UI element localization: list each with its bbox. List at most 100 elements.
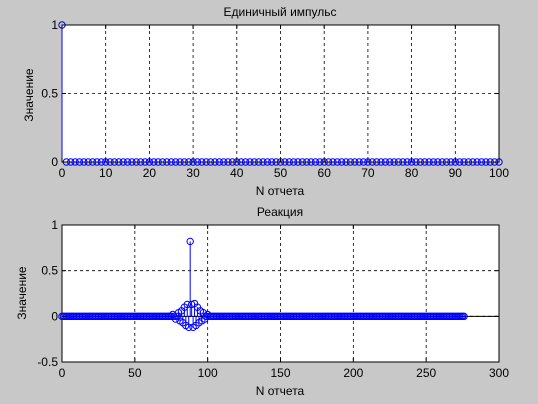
stem-marker — [421, 158, 429, 166]
stem-marker — [455, 158, 464, 166]
stem-marker — [211, 158, 219, 166]
stem-marker — [193, 158, 202, 166]
x-tick-label: 100 — [198, 366, 218, 380]
stem-marker — [307, 158, 315, 166]
stem-marker — [333, 158, 342, 166]
stem-marker — [425, 158, 433, 166]
x-tick-label: 80 — [405, 166, 419, 180]
stem-marker — [250, 158, 258, 166]
stem-marker — [316, 158, 324, 166]
stem-marker — [390, 158, 398, 166]
chart-title: Реакция — [257, 205, 303, 219]
x-tick-label: 0 — [59, 366, 66, 380]
stem-marker — [93, 158, 101, 166]
stem-marker — [381, 158, 390, 166]
stem-marker — [141, 158, 149, 166]
stem-marker — [272, 158, 280, 166]
axis-ticks: 0 10 20 30 40 50 60 70 80 90 100 0 0.5 1 — [41, 18, 509, 180]
x-tick-label: 10 — [99, 166, 113, 180]
stem-marker — [71, 158, 79, 166]
stem-series — [58, 237, 499, 331]
stem-marker — [268, 158, 276, 166]
stem-marker — [150, 158, 158, 166]
stem-marker — [351, 158, 359, 166]
stem-marker — [337, 158, 346, 166]
stem-marker — [123, 158, 132, 166]
stem-marker — [477, 158, 486, 166]
stem-marker — [198, 158, 206, 166]
stem-marker — [219, 158, 228, 166]
stem-marker — [215, 158, 224, 166]
stem-marker — [412, 158, 420, 166]
x-tick-label: 70 — [361, 166, 375, 180]
chart-title: Единичный импульс — [223, 5, 336, 19]
stem-marker — [429, 158, 438, 166]
stem-marker — [202, 312, 210, 321]
stem-marker — [97, 158, 106, 166]
stem-marker — [372, 158, 381, 166]
y-tick-label: 1 — [51, 18, 58, 32]
axes-response: 0 50 100 150 200 250 300-0.500.51 Реакция N от… — [15, 205, 509, 398]
stem-marker — [464, 158, 473, 166]
stem-marker — [115, 158, 123, 166]
stem-marker — [447, 158, 455, 166]
stem-marker — [106, 158, 114, 166]
x-tick-label: 40 — [230, 166, 244, 180]
stem-marker — [486, 158, 494, 166]
stem-marker — [460, 312, 468, 321]
x-tick-label: 150 — [270, 366, 290, 380]
stem-marker — [119, 158, 127, 166]
stem-marker — [377, 158, 385, 166]
stem-marker — [88, 158, 97, 166]
stem-marker — [324, 158, 333, 166]
axis-ticks: 0 50 100 150 200 250 300-0.500.51 — [37, 218, 509, 380]
grid-lines — [62, 25, 499, 162]
y-axis-label: Значение — [15, 266, 29, 320]
stem-marker — [289, 158, 298, 166]
axes-impulse: 0 10 20 30 40 50 60 70 80 90 100 0 0.5 1 Единичный им… — [22, 5, 509, 198]
stem-marker — [206, 158, 215, 166]
stem-marker — [438, 158, 446, 166]
stem-marker — [180, 158, 189, 166]
y-tick-label: 0.5 — [41, 264, 58, 278]
x-tick-label: 50 — [128, 366, 142, 380]
stem-marker — [342, 158, 350, 166]
stem-marker — [399, 158, 407, 166]
y-tick-label: 0 — [51, 309, 58, 323]
stem-marker — [473, 158, 481, 166]
x-tick-label: 200 — [343, 366, 363, 380]
stem-marker — [442, 158, 451, 166]
stem-marker — [228, 158, 237, 166]
stem-marker — [294, 158, 302, 166]
stem-marker — [281, 158, 289, 166]
stem-marker — [346, 158, 355, 166]
x-axis-label: N отчета — [256, 384, 305, 398]
stem-marker — [202, 158, 210, 166]
stem-marker — [394, 158, 403, 166]
stem-marker — [136, 158, 145, 166]
stem-marker — [355, 158, 363, 166]
stem-marker — [132, 158, 140, 166]
y-axis-label: Значение — [22, 68, 36, 122]
stem-marker — [80, 158, 88, 166]
x-tick-label: 60 — [318, 166, 332, 180]
y-tick-label: 1 — [51, 218, 58, 232]
stem-marker — [176, 158, 184, 166]
y-tick-label: 0.5 — [41, 87, 58, 101]
y-tick-label: -0.5 — [37, 355, 58, 369]
x-tick-label: 50 — [274, 166, 288, 180]
stem-marker — [154, 158, 162, 166]
stem-marker — [460, 158, 468, 166]
stem-marker — [263, 158, 272, 166]
stem-marker — [185, 158, 193, 166]
stem-marker — [167, 158, 175, 166]
x-tick-label: 30 — [186, 166, 200, 180]
x-tick-label: 20 — [143, 166, 157, 180]
stem-marker — [186, 237, 194, 246]
stem-marker — [158, 158, 167, 166]
x-tick-label: 300 — [489, 366, 509, 380]
stem-marker — [241, 158, 250, 166]
stem-marker — [285, 158, 293, 166]
stem-marker — [237, 158, 245, 166]
